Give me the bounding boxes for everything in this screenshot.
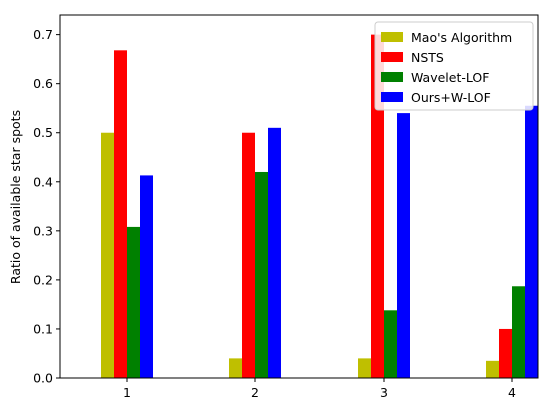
y-tick-label: 0.5 [33, 125, 53, 140]
y-tick-label: 0.3 [33, 223, 53, 238]
y-tick-label: 0.6 [33, 76, 53, 91]
y-axis: 0.0 0.1 0.2 0.3 0.4 0.5 0.6 0.7 [33, 27, 60, 386]
legend-box [374, 21, 534, 111]
bar-ours-w-lof-cat-4 [525, 105, 538, 378]
plot-frame [59, 14, 539, 379]
bar-nsts-cat-3 [371, 34, 384, 379]
x-tick-label: 1 [123, 385, 131, 400]
bar-nsts-cat-2 [242, 132, 255, 378]
y-tick-label: 0.0 [33, 371, 53, 386]
legend-swatch [381, 32, 403, 42]
bar-ours-w-lof-cat-1 [140, 175, 153, 378]
bar-nsts-cat-1 [114, 50, 127, 379]
legend-label: Mao's Algorithm [411, 30, 512, 45]
bar-mao-s-algorithm-cat-4 [486, 360, 499, 378]
y-tick-label: 0.1 [33, 321, 53, 336]
x-axis: 1 2 3 4 [123, 378, 516, 400]
bar-mao-s-algorithm-cat-1 [101, 132, 114, 378]
y-axis-label: Ratio of available star spots [8, 110, 23, 284]
bar-wavelet-lof-cat-2 [255, 171, 268, 378]
y-tick-label: 0.2 [33, 272, 53, 287]
bar-mao-s-algorithm-cat-3 [358, 358, 371, 378]
bar-wavelet-lof-cat-4 [512, 286, 525, 378]
bar-wavelet-lof-cat-3 [384, 310, 397, 378]
bar-ours-w-lof-cat-2 [268, 127, 281, 378]
legend-label: NSTS [411, 50, 444, 65]
legend-swatch [381, 52, 403, 62]
legend-label: Ours+W-LOF [411, 90, 491, 105]
y-tick-label: 0.7 [33, 27, 53, 42]
x-tick-label: 3 [380, 385, 388, 400]
x-tick-label: 2 [251, 385, 259, 400]
bar-nsts-cat-4 [499, 328, 512, 378]
legend-swatch [381, 72, 403, 82]
legend-swatch [381, 92, 403, 102]
x-tick-label: 4 [508, 385, 516, 400]
bars-layer [101, 34, 538, 379]
bar-ours-w-lof-cat-3 [397, 113, 410, 379]
bar-mao-s-algorithm-cat-2 [229, 358, 242, 378]
legend-label: Wavelet-LOF [411, 70, 489, 85]
y-tick-label: 0.4 [33, 174, 53, 189]
bar-wavelet-lof-cat-1 [127, 226, 140, 378]
legend: Mao's Algorithm NSTS Wavelet-LOF Ours+W-LOF [374, 21, 534, 111]
